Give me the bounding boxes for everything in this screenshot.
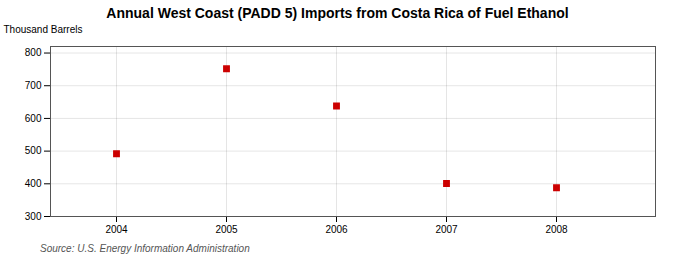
svg-text:400: 400	[25, 178, 42, 189]
svg-text:500: 500	[25, 145, 42, 156]
svg-text:600: 600	[25, 113, 42, 124]
svg-text:2008: 2008	[545, 224, 568, 235]
svg-text:2005: 2005	[215, 224, 238, 235]
svg-text:800: 800	[25, 47, 42, 58]
svg-text:2004: 2004	[105, 224, 128, 235]
svg-text:300: 300	[25, 211, 42, 222]
html-text:Annual West Coast (PADD 5) Imp: Annual West Coast (PADD 5) Imports from …	[106, 5, 569, 21]
svg-text:2007: 2007	[435, 224, 458, 235]
svg-text:2006: 2006	[325, 224, 348, 235]
html-text:Source: U.S. Energy Informatio: Source: U.S. Energy Information Administ…	[40, 243, 250, 254]
svg-text:Thousand Barrels: Thousand Barrels	[4, 24, 83, 35]
svg-text:700: 700	[25, 80, 42, 91]
